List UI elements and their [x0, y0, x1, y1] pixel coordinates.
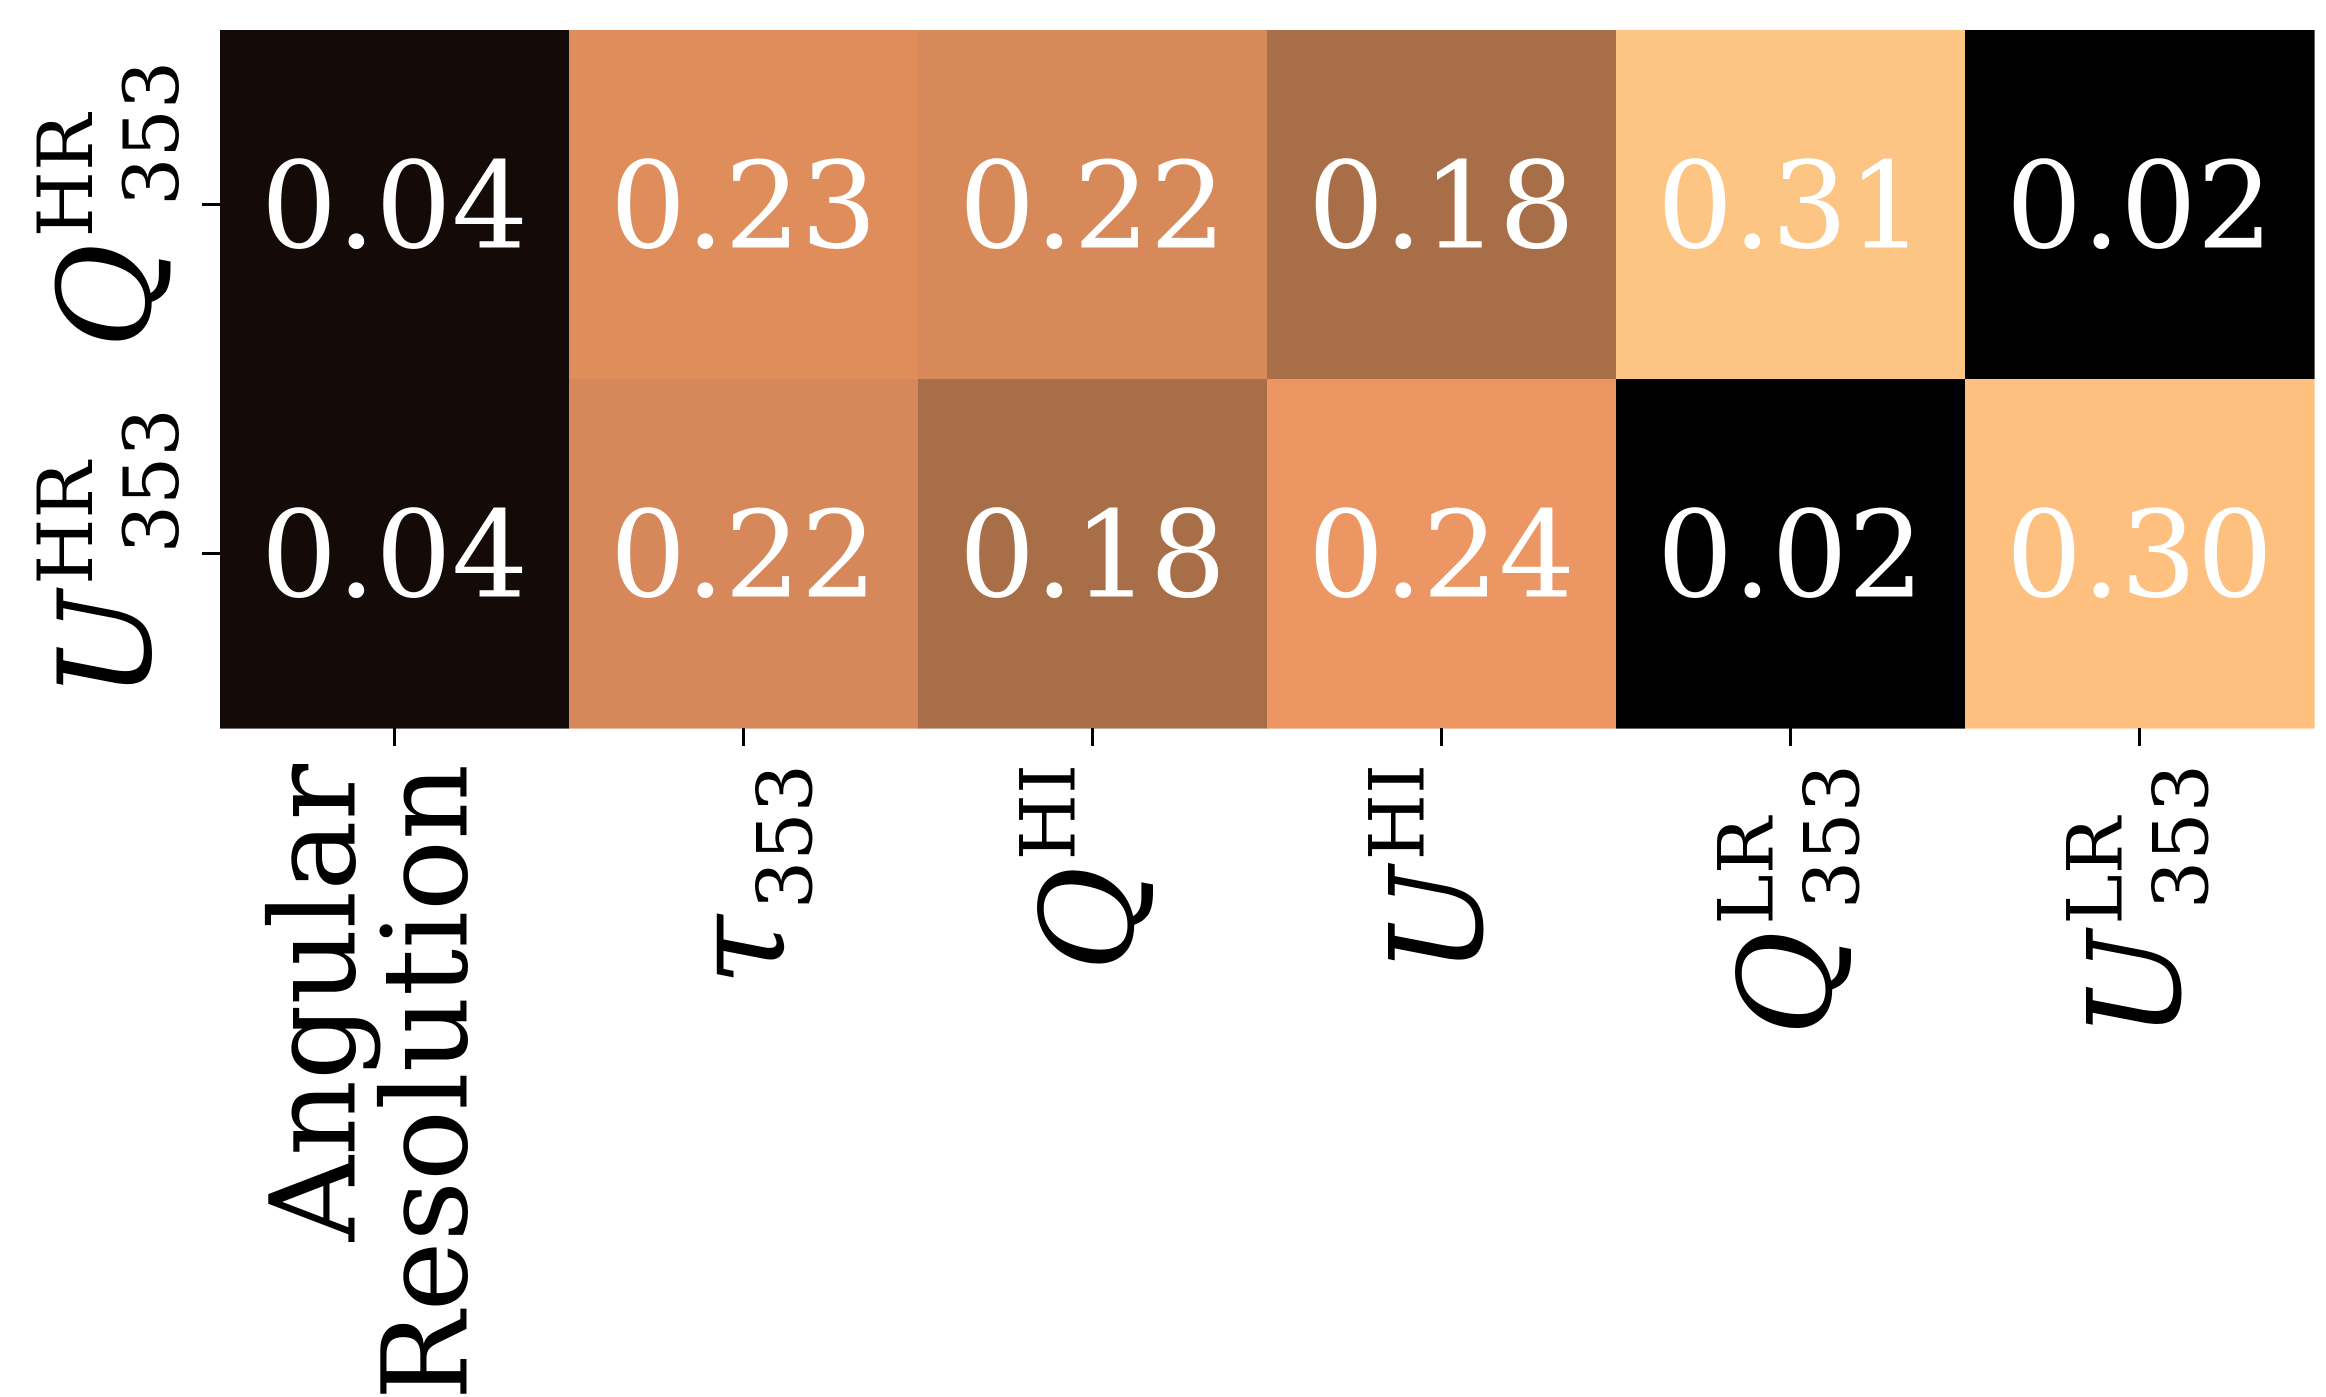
- x-tick-label-1: τ353: [666, 764, 830, 986]
- heatmap-cell-r0-c2: [918, 30, 1268, 380]
- heatmap-cell-r0-c5: [1965, 30, 2315, 380]
- heatmap-cell-values: 0.04 0.23 0.22 0.18 0.31 0.02 0.04 0.22 0.18 0.24…: [261, 138, 2273, 626]
- x-tick-label-0-line1: Angular: [245, 763, 383, 1242]
- x-tick-label-2: QHI: [1004, 764, 1164, 971]
- heatmap-cell-r0-c0: [220, 30, 570, 380]
- heatmap-cell-r0-c1: [569, 30, 919, 380]
- x-tick-label-0-line2: Resolution: [357, 764, 495, 1397]
- heatmap-cell-r0-c4: [1616, 30, 1966, 380]
- y-tick-label-1: UHR353: [21, 408, 196, 698]
- cell-value-r1-c2: 0.18: [959, 487, 1226, 626]
- heatmap-cell-r1-c3: [1267, 379, 1617, 729]
- cell-value-r0-c1: 0.23: [610, 138, 877, 277]
- heatmap-cell-r1-c2: [918, 379, 1268, 729]
- cell-value-r1-c5: 0.30: [2006, 487, 2273, 626]
- heatmap-cell-r0-c3: [1267, 30, 1617, 380]
- axis-ticks: [202, 203, 2141, 746]
- cell-value-r0-c0: 0.04: [261, 138, 528, 277]
- y-tick-label-0: QHR353: [21, 61, 196, 349]
- cell-value-r1-c1: 0.22: [610, 487, 877, 626]
- heatmap-cell-r1-c5: [1965, 379, 2315, 729]
- cell-value-r1-c0: 0.04: [261, 487, 528, 626]
- cell-value-r0-c2: 0.22: [959, 138, 1226, 277]
- cell-value-r1-c4: 0.02: [1657, 487, 1924, 626]
- cell-value-r1-c3: 0.24: [1308, 487, 1575, 626]
- cell-value-r0-c5: 0.02: [2006, 138, 2273, 277]
- cell-value-r0-c4: 0.31: [1657, 138, 1924, 277]
- x-tick-label-3: UHI: [1353, 764, 1513, 974]
- y-tick-labels: QHR353 UHR353: [21, 61, 196, 699]
- heatmap-cell-r1-c4: [1616, 379, 1966, 729]
- heatmap-cell-r1-c1: [569, 379, 919, 729]
- x-tick-label-4: QLR353: [1702, 764, 1877, 1036]
- heatmap-cells: [220, 30, 2315, 729]
- cell-value-r0-c3: 0.18: [1308, 138, 1575, 277]
- heatmap-cell-r1-c0: [220, 379, 570, 729]
- x-tick-label-5: ULR353: [2051, 764, 2226, 1039]
